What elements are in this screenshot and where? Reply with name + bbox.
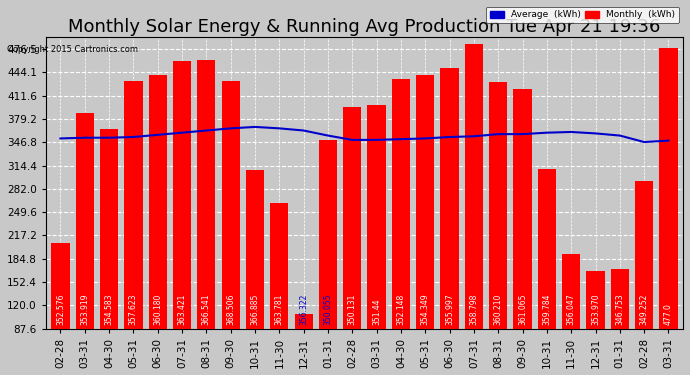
Bar [51,243,70,375]
Text: 477.0: 477.0 [664,303,673,325]
Text: 356.322: 356.322 [299,294,308,325]
Text: 368.506: 368.506 [226,294,235,325]
Bar [586,271,604,375]
Text: 352.576: 352.576 [56,294,65,325]
Bar [465,44,483,375]
Bar [489,82,507,375]
Text: 363.781: 363.781 [275,294,284,325]
Bar [440,68,459,375]
Bar [513,89,532,375]
Text: 357.623: 357.623 [129,294,138,325]
Text: 351.44: 351.44 [372,298,381,325]
Bar [270,202,288,375]
Legend: Average  (kWh), Monthly  (kWh): Average (kWh), Monthly (kWh) [486,7,678,23]
Bar [343,108,362,375]
Bar [368,105,386,375]
Text: 352.148: 352.148 [397,294,406,325]
Text: 366.541: 366.541 [202,294,211,325]
Text: 358.798: 358.798 [469,294,478,325]
Bar [124,81,143,375]
Text: 355.997: 355.997 [445,294,454,325]
Bar [100,129,118,375]
Bar [295,314,313,375]
Bar [221,81,240,375]
Bar [562,254,580,375]
Text: 353.970: 353.970 [591,294,600,325]
Bar [197,60,215,375]
Text: 354.583: 354.583 [105,294,114,325]
Bar [538,169,556,375]
Text: 360.210: 360.210 [494,294,503,325]
Bar [416,75,435,375]
Text: 366.885: 366.885 [250,294,259,325]
Text: 350.131: 350.131 [348,294,357,325]
Text: 356.047: 356.047 [566,294,575,325]
Text: 350.055: 350.055 [324,294,333,325]
Text: 349.252: 349.252 [640,294,649,325]
Bar [148,75,167,375]
Bar [392,79,410,375]
Text: 363.421: 363.421 [177,294,186,325]
Text: 360.180: 360.180 [153,294,162,325]
Text: 346.753: 346.753 [615,294,624,325]
Text: 353.919: 353.919 [80,294,89,325]
Text: 359.784: 359.784 [542,294,551,325]
Bar [611,270,629,375]
Title: Monthly Solar Energy & Running Avg Production Tue Apr 21 19:36: Monthly Solar Energy & Running Avg Produ… [68,18,660,36]
Bar [76,112,94,375]
Text: Copyright 2015 Cartronics.com: Copyright 2015 Cartronics.com [7,45,138,54]
Bar [660,48,678,375]
Bar [319,140,337,375]
Text: 361.065: 361.065 [518,294,527,325]
Text: 354.349: 354.349 [421,294,430,325]
Bar [173,61,191,375]
Bar [246,170,264,375]
Bar [635,181,653,375]
